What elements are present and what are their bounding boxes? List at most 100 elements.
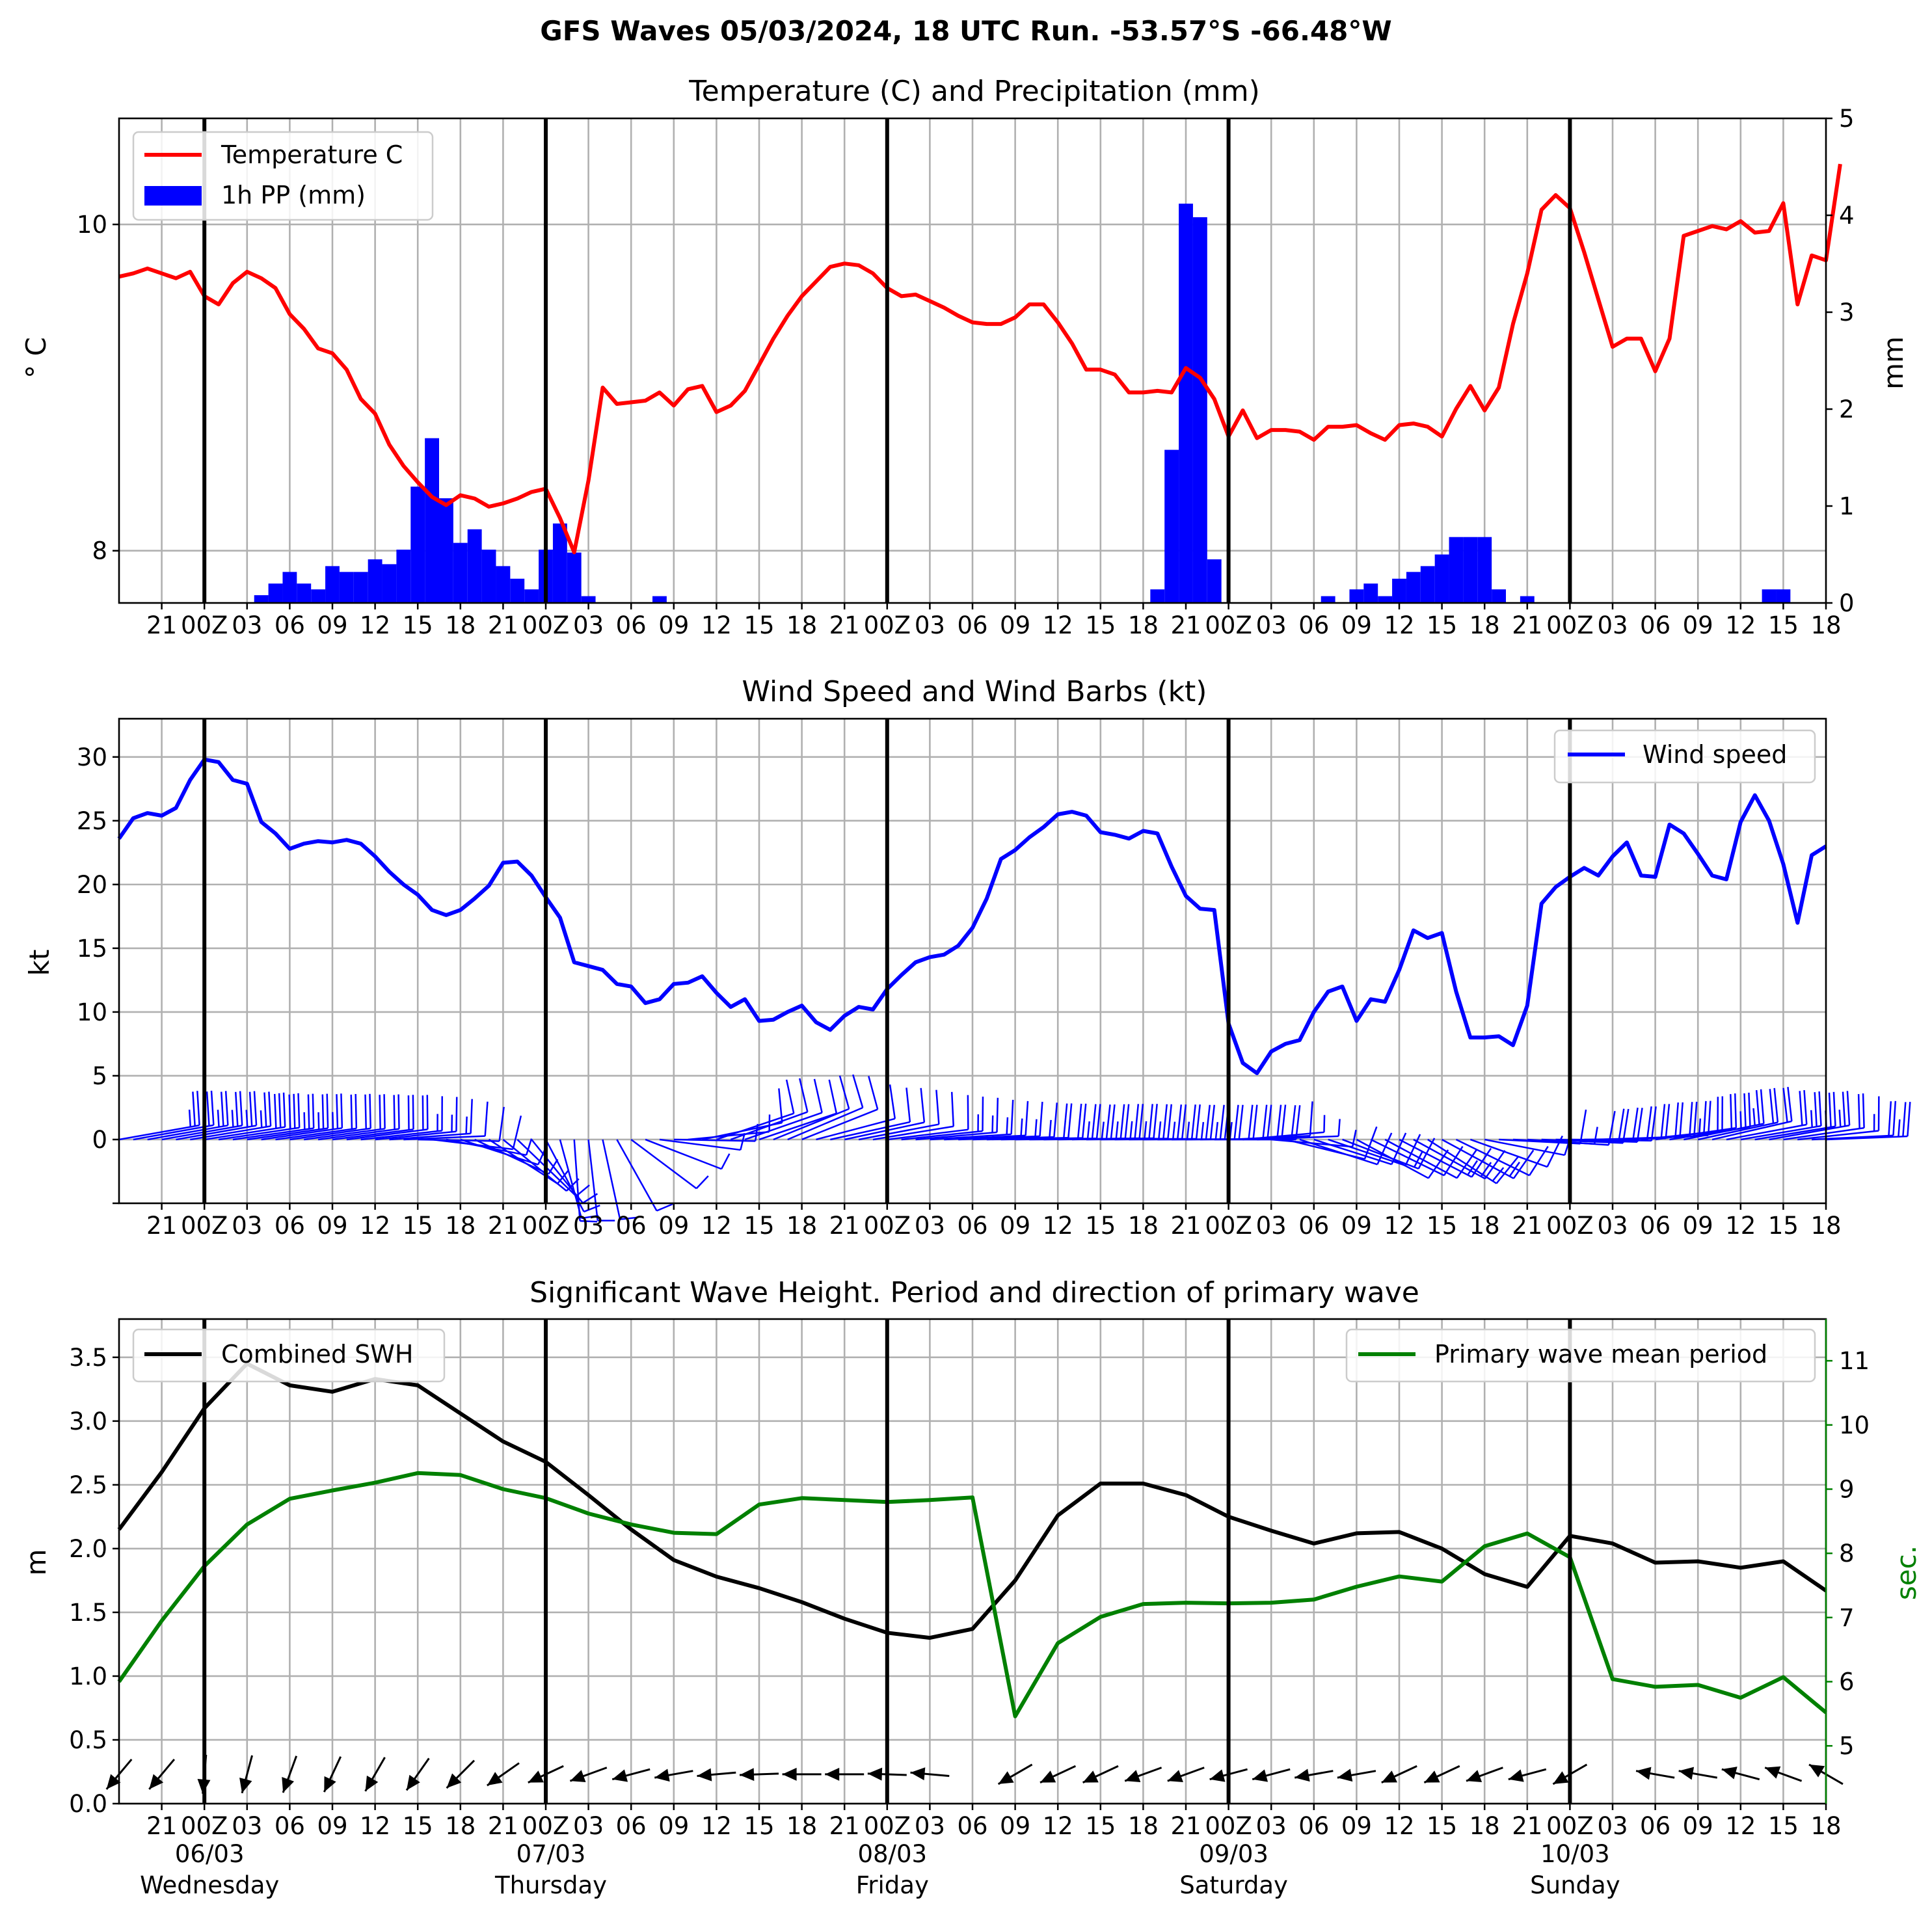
wind-barb [1570,1106,1657,1142]
wind-barb-feather [210,1090,215,1125]
wind-barb-staff [816,1117,896,1141]
wind-barb-staff [915,1131,997,1141]
x-tick-label: 12 [1725,611,1756,639]
precip-bar [1164,449,1179,603]
wind-barb-feather [1622,1108,1630,1143]
wind-barb [1000,1103,1087,1141]
wave-arrow-head [570,1770,586,1783]
wind-barb-half-feather [1214,1122,1219,1140]
wind-barb [716,1079,795,1141]
wind-barb-feather [350,1094,353,1130]
precip-bar [1207,559,1222,603]
wind-barb [986,1103,1073,1141]
wave-direction-arrow [739,1768,779,1782]
precip-bar [581,596,596,603]
precip-bar [552,523,567,603]
precip-bar [1392,578,1406,603]
wave-direction-arrow [239,1755,254,1794]
wind-barb-feather [1782,1088,1788,1123]
wind-barb [389,1099,473,1141]
precip-axis-tick-label: 3 [1839,299,1855,327]
wind-barb-staff [161,1125,243,1141]
day-name-label: Friday [856,1871,929,1899]
wind-barb-half-feather [1006,1117,1009,1135]
x-tick-label: 03 [573,1812,604,1840]
precip-bar [510,578,525,603]
wind-barb-feather [950,1091,955,1127]
wind-barb-feather [1755,1089,1760,1125]
wind-barb [275,1093,358,1141]
wind-barb-feather [1636,1108,1643,1142]
wind-barb-staff [944,1134,1026,1141]
x-tick-label: 12 [701,611,732,639]
wave-direction-arrow [782,1767,822,1781]
wave-direction-arrow [1678,1767,1718,1780]
wind-barb-half-feather [581,1214,599,1220]
wind-barb-staff [261,1127,343,1141]
wind-barb-staff [1384,1138,1458,1179]
wind-barb-staff [1825,1135,1908,1141]
wind-barb-feather [1814,1092,1818,1127]
wind-barb-feather [1832,1091,1836,1127]
period-axis-label: sec. [1890,1545,1922,1600]
wave-direction-arrow [1466,1767,1503,1783]
precip-bar [1477,537,1492,603]
wind-barb-feather [239,1091,243,1126]
wind-barb-staff [218,1127,300,1141]
wind-barb-feather [1039,1101,1043,1137]
x-tick-label: 18 [1810,1812,1841,1840]
wind-barb-staff [1455,1138,1530,1177]
x-tick-label: 15 [744,1212,774,1240]
x-tick-label: 00Z [864,1212,911,1240]
wind-barb-feather [1077,1103,1082,1138]
wind-barb-feather [1427,1149,1449,1179]
wave-arrow-head [697,1768,712,1782]
wind-barb-staff [801,1108,878,1141]
wave-panel: Significant Wave Height. Period and dire… [20,1276,1922,1899]
wind-barb-staff [1684,1123,1764,1141]
x-tick-label: 00Z [1546,611,1593,639]
wind-barb [915,1097,999,1141]
wind-barb-feather [1743,1093,1747,1128]
wind-barb [232,1093,315,1141]
day-date-label: 08/03 [857,1840,927,1868]
wind-barb-feather [1799,1091,1803,1126]
x-tick-label: 03 [232,611,262,639]
wave-direction-arrow [697,1768,736,1782]
x-tick-label: 00Z [1205,1212,1252,1240]
wind-barb-half-feather [1172,1121,1176,1140]
x-tick-label: 00Z [181,611,228,639]
wave-arrow-head [998,1771,1014,1784]
wave-direction-arrow [654,1769,693,1782]
wind-barb-feather [1707,1101,1711,1136]
legend-wind-speed: Wind speed [1643,740,1787,769]
wind-barb [261,1093,343,1141]
x-tick-label: 21 [1512,1812,1542,1840]
wind-barb-feather [297,1093,301,1128]
precip-axis-tick-label: 2 [1839,395,1855,423]
wind-barb-half-feather [1509,1162,1520,1177]
period-axis-tick-label: 6 [1839,1668,1855,1696]
wind-barb-feather [1281,1104,1287,1140]
x-tick-label: 06 [957,1812,987,1840]
x-tick-label: 03 [1256,611,1287,639]
wind-barb-staff [587,1139,598,1221]
wind-axes: 21 00Z 03 06 09 12 15 18 21 00Z 03 06 09 12 15 18 21 00Z 0… [77,717,1842,1240]
wind-barb-feather [340,1093,343,1128]
x-tick-label: 18 [1128,1812,1159,1840]
wind-barb-feather [1665,1104,1670,1139]
wind-barb-feather [273,1093,277,1128]
wind-barb-staff [1257,1135,1339,1141]
wind-barb [247,1093,329,1141]
wind-barb [1783,1093,1865,1141]
wind-barb-feather [1124,1104,1130,1139]
wind-barb-feather [253,1091,258,1126]
precip-bar [1492,589,1506,603]
wind-barb-feather [935,1089,940,1125]
x-tick-label: 09 [1683,1812,1713,1840]
x-tick-label: 18 [1128,1212,1159,1240]
wind-barb [317,1094,400,1141]
x-tick-label: 15 [1768,611,1799,639]
day-name-label: Saturday [1179,1871,1288,1899]
x-tick-label: 06 [275,1812,305,1840]
